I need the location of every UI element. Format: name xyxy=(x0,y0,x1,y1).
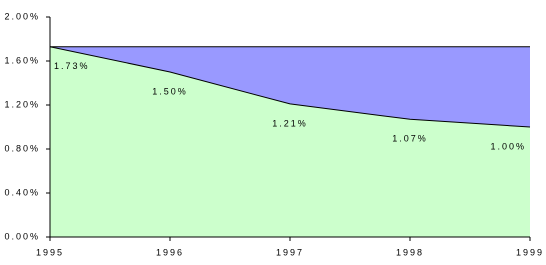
x-tick-label: 1995 xyxy=(36,247,64,257)
y-tick-label: 0.00% xyxy=(4,231,40,241)
line xyxy=(49,46,531,128)
data-label: 1.21% xyxy=(272,118,308,128)
y-tick-label: 2.00% xyxy=(4,11,40,21)
area xyxy=(50,46,530,238)
y-tick-label: 1.20% xyxy=(4,99,40,109)
x-tick-label: 1998 xyxy=(396,247,424,257)
data-label: 1.73% xyxy=(54,61,90,71)
y-tick-label: 0.80% xyxy=(4,143,40,153)
x-tick-label: 1996 xyxy=(156,247,184,257)
data-label: 1.07% xyxy=(392,134,428,144)
data-label: 1.50% xyxy=(152,86,188,96)
y-tick-label: 0.40% xyxy=(4,187,40,197)
x-tick-label: 1997 xyxy=(276,247,304,257)
y-tick-label: 1.60% xyxy=(4,55,40,65)
x-tick-label: 1999 xyxy=(516,247,544,257)
data-label: 1.00% xyxy=(490,141,526,151)
